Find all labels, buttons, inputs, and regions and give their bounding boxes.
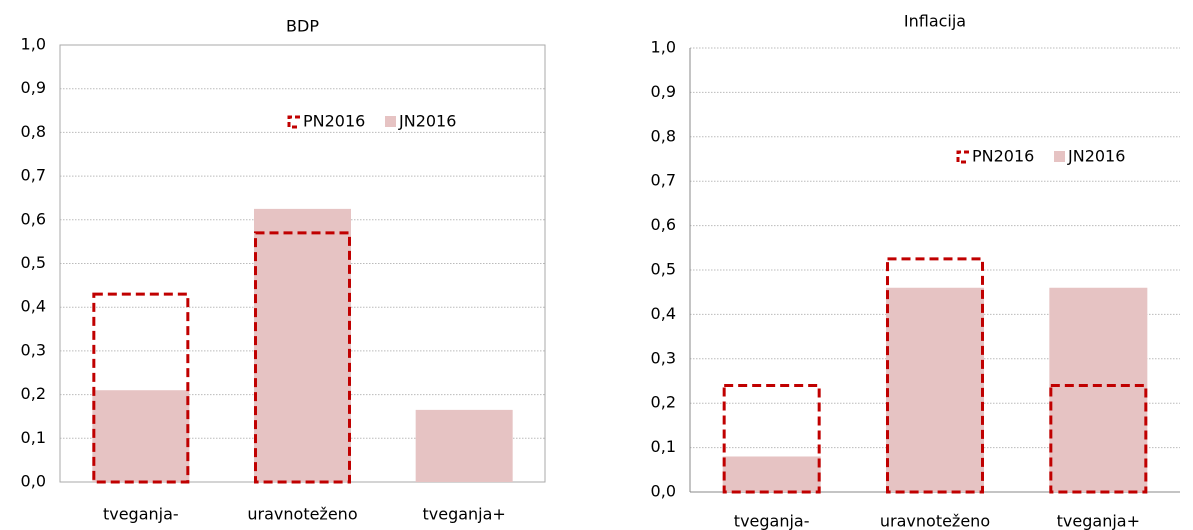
legend-marker: [956, 150, 969, 164]
y-tick-label: 1,0: [651, 38, 676, 57]
y-tick-label: 0,5: [21, 253, 46, 272]
bar-outline: [722, 383, 821, 494]
y-tick-label: 0,8: [21, 122, 46, 141]
bar: [886, 287, 984, 492]
legend-label: JN2016: [398, 112, 456, 131]
y-tick-label: 0,0: [651, 482, 676, 501]
x-tick-label: uravnoteženo: [247, 505, 357, 524]
bar-outline: [1049, 383, 1148, 494]
bar: [415, 409, 513, 482]
legend-marker: [287, 115, 300, 129]
chart-title: Inflacija: [904, 12, 966, 31]
legend-label: PN2016: [972, 147, 1034, 166]
y-tick-label: 0,4: [651, 304, 676, 323]
y-tick-label: 0,9: [21, 78, 46, 97]
x-tick-label: tveganja+: [1057, 512, 1140, 530]
y-tick-label: 0,1: [21, 428, 46, 447]
legend-label: JN2016: [1067, 147, 1125, 166]
y-tick-label: 0,6: [21, 209, 46, 228]
legend-label: PN2016: [303, 112, 365, 131]
y-tick-label: 0,8: [651, 126, 676, 145]
y-tick-label: 0,5: [651, 260, 676, 279]
y-tick-label: 0,2: [651, 393, 676, 412]
bar: [254, 208, 351, 482]
y-tick-label: 0,0: [21, 472, 46, 491]
bar-outline: [886, 257, 984, 494]
y-tick-label: 1,0: [21, 35, 46, 54]
y-tick-label: 0,3: [21, 340, 46, 359]
x-tick-label: tveganja-: [103, 505, 179, 524]
x-tick-label: tveganja+: [422, 505, 505, 524]
y-tick-label: 0,3: [651, 348, 676, 367]
bar: [1049, 287, 1148, 492]
bar: [92, 390, 190, 482]
y-tick-label: 0,2: [21, 384, 46, 403]
bar-outline: [92, 292, 190, 484]
y-tick-label: 0,4: [21, 297, 46, 316]
y-tick-label: 0,6: [651, 215, 676, 234]
y-tick-label: 0,9: [651, 82, 676, 101]
y-tick-label: 0,7: [21, 166, 46, 185]
chart-title: BDP: [286, 17, 319, 36]
legend-marker: [385, 116, 396, 127]
x-tick-label: tveganja-: [734, 512, 810, 530]
x-tick-label: uravnoteženo: [880, 512, 990, 530]
y-tick-label: 0,7: [651, 171, 676, 190]
y-tick-label: 0,1: [651, 437, 676, 456]
legend-marker: [1054, 151, 1065, 162]
bar-outline: [254, 231, 351, 484]
bar: [722, 456, 821, 492]
